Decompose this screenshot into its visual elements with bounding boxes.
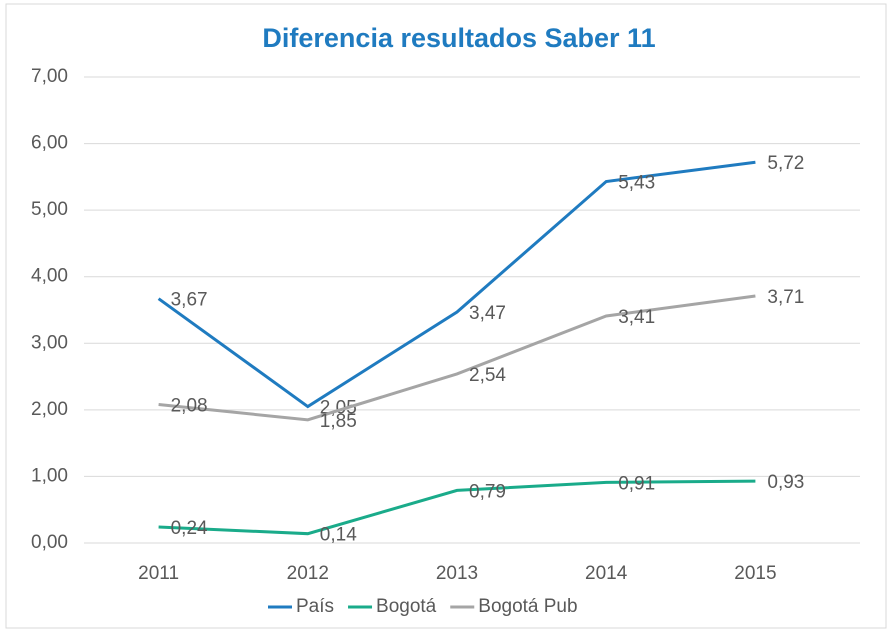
data-label: 3,47 (469, 303, 506, 324)
data-label: 0,93 (767, 472, 804, 493)
y-tick-label: 0,00 (31, 532, 68, 553)
data-label: 0,91 (618, 473, 655, 494)
data-label: 3,71 (767, 287, 804, 308)
x-tick-label: 2015 (734, 563, 776, 584)
x-tick-label: 2011 (138, 563, 179, 584)
legend-label: Bogotá Pub (478, 596, 577, 617)
x-tick-label: 2014 (585, 563, 628, 584)
data-label: 0,79 (469, 481, 506, 502)
x-tick-label: 2012 (287, 563, 329, 584)
data-label: 3,41 (618, 307, 655, 328)
data-label: 0,14 (320, 525, 357, 546)
data-label: 5,72 (767, 153, 804, 174)
y-tick-label: 4,00 (31, 266, 68, 287)
series-line (158, 294, 756, 422)
y-tick-label: 5,00 (31, 199, 68, 220)
chart-title: Diferencia resultados Saber 11 (262, 23, 655, 53)
y-tick-label: 2,00 (31, 399, 68, 420)
y-tick-label: 7,00 (31, 66, 68, 87)
legend-label: País (296, 596, 334, 617)
y-tick-label: 3,00 (31, 332, 68, 353)
chart-border (5, 3, 887, 629)
data-label: 0,24 (171, 518, 208, 539)
data-label: 2,08 (171, 396, 208, 417)
legend-label: Bogotá (376, 596, 437, 617)
data-label: 1,85 (320, 411, 357, 432)
x-tick-label: 2013 (436, 563, 478, 584)
y-tick-label: 1,00 (31, 465, 68, 486)
data-label: 5,43 (618, 173, 655, 194)
series-line (158, 479, 756, 536)
y-tick-label: 6,00 (31, 133, 68, 154)
series-line (157, 160, 756, 409)
data-label: 3,67 (171, 290, 208, 311)
data-label: 2,54 (469, 365, 506, 386)
